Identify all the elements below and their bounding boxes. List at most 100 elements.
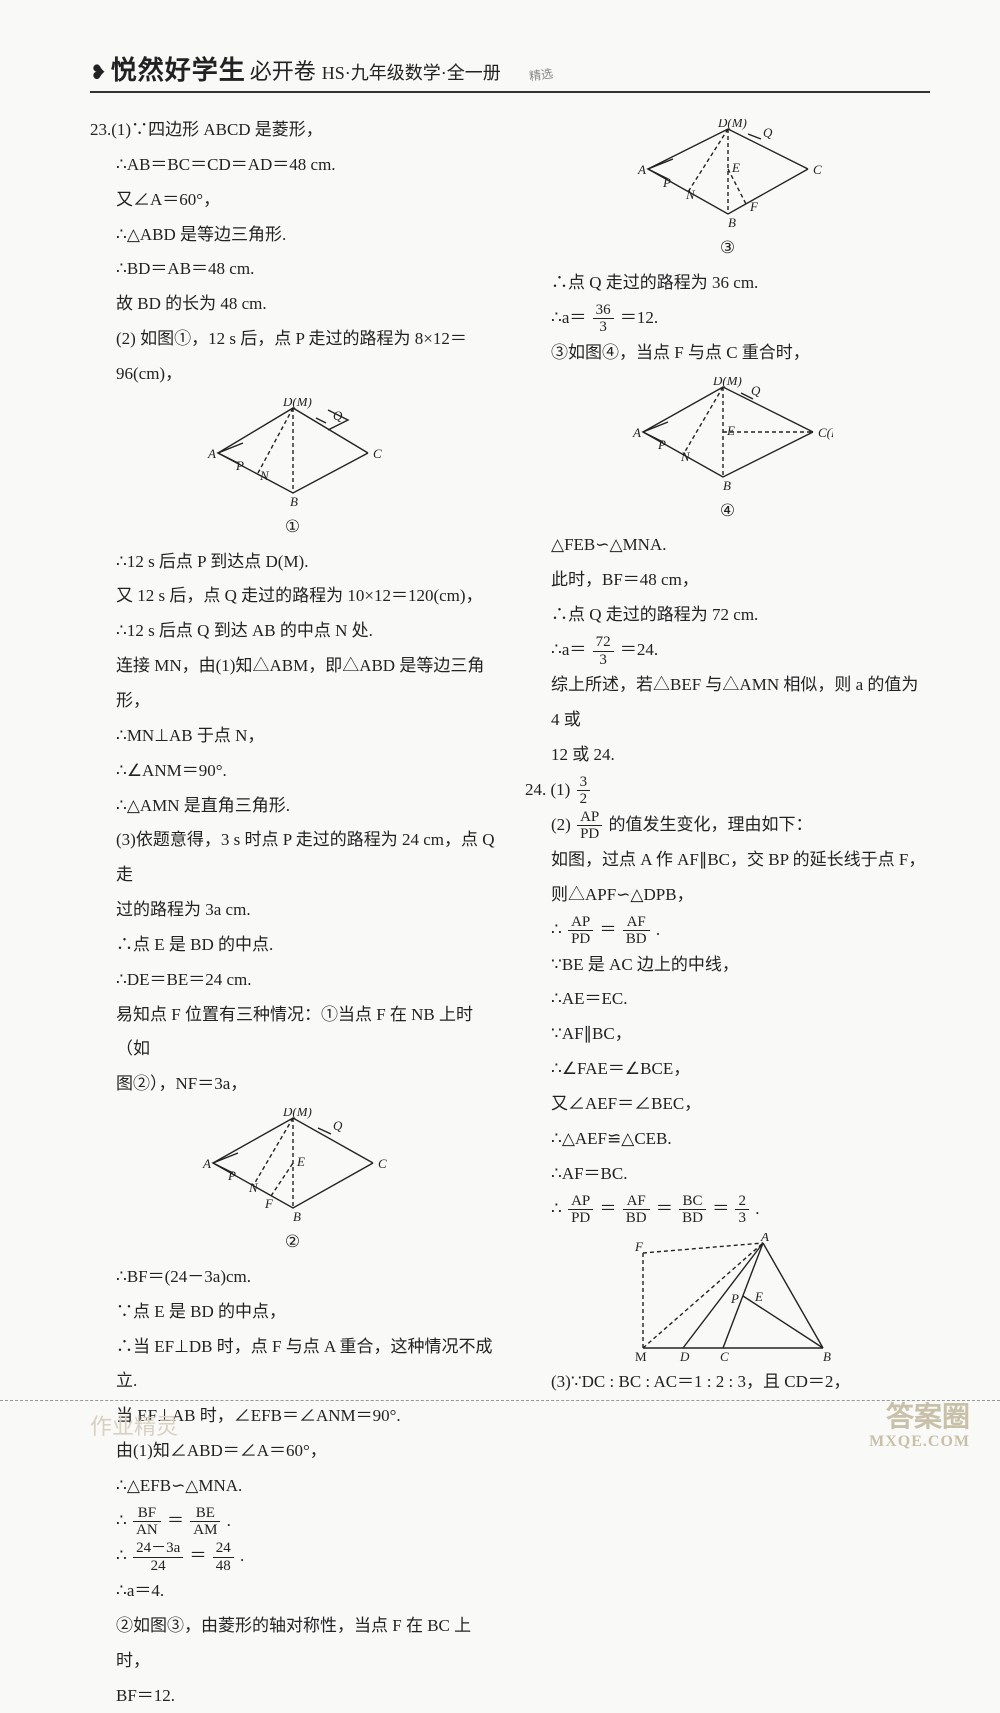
- q24-l5: ∴ APPD ＝ AFBD .: [525, 913, 930, 948]
- figure-3-label: ③: [525, 231, 930, 266]
- q23-l16: (3)依题意得，3 s 时点 P 走过的路程为 24 cm，点 Q 走: [90, 823, 495, 893]
- q23-l12: 连接 MN，由(1)知△ABM，即△ABD 是等边三角形，: [90, 649, 495, 719]
- left-column: 23.(1)∵四边形 ABCD 是菱形， ∴AB＝BC＝CD＝AD＝48 cm.…: [90, 113, 495, 1713]
- q23-l5: ∴BD＝AB＝48 cm.: [90, 252, 495, 287]
- svg-text:P: P: [227, 1168, 236, 1183]
- svg-text:B: B: [293, 1209, 301, 1223]
- q23-l7: (2) 如图①，12 s 后，点 P 走过的路程为 8×12＝: [90, 322, 495, 357]
- watermark: 答案圈 MXQE.COM: [869, 1403, 970, 1451]
- book-info: HS·九年级数学·全一册: [322, 59, 501, 85]
- svg-text:A: A: [760, 1233, 769, 1244]
- q23-l29: ∴ 24－3a24 ＝ 2448 .: [90, 1539, 495, 1574]
- r-l1: ∴点 Q 走过的路程为 36 cm.: [525, 266, 930, 301]
- svg-text:F: F: [264, 1196, 274, 1211]
- brand-title: 悦然好学生: [111, 50, 246, 87]
- svg-text:B: B: [823, 1349, 831, 1363]
- q23-l30: ∴a＝4.: [90, 1574, 495, 1609]
- svg-text:P: P: [730, 1291, 739, 1306]
- figure-4: A C(F) B D(M) P N E Q: [525, 377, 930, 492]
- svg-text:E: E: [726, 423, 735, 438]
- svg-text:F: F: [634, 1239, 644, 1254]
- figure-1-label: ①: [90, 510, 495, 545]
- right-column: A C B D(M) P N E F Q ③ ∴点 Q 走过的路程为 36 cm…: [525, 113, 930, 1713]
- svg-text:B: B: [723, 478, 731, 492]
- svg-text:A: A: [207, 446, 216, 461]
- r-l4: △FEB∽△MNA.: [525, 528, 930, 563]
- q23-l3: 又∠A＝60°，: [90, 183, 495, 218]
- leaf-icon: ❥: [90, 60, 107, 85]
- q24-l6: ∵BE 是 AC 边上的中线，: [525, 948, 930, 983]
- q23-l31: ②如图③，由菱形的轴对称性，当点 F 在 BC 上时，: [90, 1609, 495, 1679]
- svg-text:E: E: [731, 160, 740, 175]
- q24-l3: 如图，过点 A 作 AF∥BC，交 BP 的延长线于点 F，: [525, 843, 930, 878]
- q23-l22: ∴BF＝(24－3a)cm.: [90, 1260, 495, 1295]
- figure-3: A C B D(M) P N E F Q: [525, 119, 930, 229]
- q23-l23: ∵点 E 是 BD 的中点，: [90, 1295, 495, 1330]
- svg-text:P: P: [662, 175, 671, 190]
- q24-l10: 又∠AEF＝∠BEC，: [525, 1087, 930, 1122]
- svg-text:P: P: [235, 458, 244, 473]
- svg-text:E: E: [754, 1289, 763, 1304]
- figure-1: A C B D(M) P N Q: [90, 398, 495, 508]
- svg-text:C(F): C(F): [818, 425, 833, 440]
- svg-text:B: B: [290, 494, 298, 508]
- page-header: ❥ 悦然好学生 必开卷 HS·九年级数学·全一册 精选: [90, 50, 930, 93]
- q23-l28: ∴ BFAN ＝ BEAM .: [90, 1504, 495, 1539]
- figure-5: A F M D C B P E: [525, 1233, 930, 1363]
- header-badge: 精选: [519, 59, 562, 89]
- q23-l14: ∴∠ANM＝90°.: [90, 754, 495, 789]
- q23-l32: BF＝12.: [90, 1679, 495, 1713]
- r-l9: 12 或 24.: [525, 738, 930, 773]
- q23-l15: ∴△AMN 是直角三角形.: [90, 789, 495, 824]
- q23-l6: 故 BD 的长为 48 cm.: [90, 287, 495, 322]
- svg-text:A: A: [202, 1156, 211, 1171]
- q23-l10: 又 12 s 后，点 Q 走过的路程为 10×12＝120(cm)，: [90, 579, 495, 614]
- q23-l1: (1)∵四边形 ABCD 是菱形，: [111, 120, 323, 139]
- svg-text:D(M): D(M): [282, 398, 312, 409]
- svg-text:D(M): D(M): [717, 119, 747, 130]
- svg-text:N: N: [685, 187, 696, 202]
- svg-text:B: B: [728, 215, 736, 229]
- q23-l21: 图②），NF＝3a，: [90, 1067, 495, 1102]
- q23-l11: ∴12 s 后点 Q 到达 AB 的中点 N 处.: [90, 614, 495, 649]
- q23-l19: ∴DE＝BE＝24 cm.: [90, 963, 495, 998]
- q23-l9: ∴12 s 后点 P 到达点 D(M).: [90, 545, 495, 580]
- svg-text:A: A: [632, 425, 641, 440]
- svg-text:Q: Q: [751, 383, 761, 398]
- svg-text:N: N: [248, 1180, 259, 1195]
- svg-text:C: C: [813, 162, 822, 177]
- svg-text:D(M): D(M): [712, 377, 742, 388]
- svg-text:C: C: [373, 446, 382, 461]
- q23-l27: ∴△EFB∽△MNA.: [90, 1469, 495, 1504]
- q23-number: 23.: [90, 120, 111, 139]
- svg-text:Q: Q: [333, 408, 343, 423]
- svg-text:E: E: [296, 1154, 305, 1169]
- svg-text:D: D: [679, 1349, 690, 1363]
- watermark-url: MXQE.COM: [869, 1433, 970, 1451]
- q23-l8: 96(cm)，: [90, 357, 495, 392]
- q24-l13: ∴ APPD ＝ AFBD ＝ BCBD ＝ 23 .: [525, 1192, 930, 1227]
- content-columns: 23.(1)∵四边形 ABCD 是菱形， ∴AB＝BC＝CD＝AD＝48 cm.…: [90, 113, 930, 1713]
- r-l5: 此时，BF＝48 cm，: [525, 563, 930, 598]
- q24-l4: 则△APF∽△DPB，: [525, 878, 930, 913]
- q24-l12: ∴AF＝BC.: [525, 1157, 930, 1192]
- q23-l2: ∴AB＝BC＝CD＝AD＝48 cm.: [90, 148, 495, 183]
- r-l7: ∴a＝ 723 ＝24.: [525, 633, 930, 668]
- svg-text:C: C: [720, 1349, 729, 1363]
- svg-text:N: N: [680, 449, 691, 464]
- q23-l18: ∴点 E 是 BD 的中点.: [90, 928, 495, 963]
- svg-text:P: P: [657, 437, 666, 452]
- figure-2-label: ②: [90, 1225, 495, 1260]
- q23-l20: 易知点 F 位置有三种情况：①当点 F 在 NB 上时（如: [90, 998, 495, 1068]
- r-l2: ∴a＝ 363 ＝12.: [525, 301, 930, 336]
- q24-l7: ∴AE＝EC.: [525, 982, 930, 1017]
- svg-text:A: A: [637, 162, 646, 177]
- footer-brand: 作业精灵: [90, 1409, 178, 1441]
- q24-l2: (2) APPD 的值发生变化，理由如下：: [525, 808, 930, 843]
- q23-l13: ∴MN⊥AB 于点 N，: [90, 719, 495, 754]
- r-l3: ③如图④，当点 F 与点 C 重合时，: [525, 336, 930, 371]
- q24-l14: (3)∵DC : BC : AC＝1 : 2 : 3，且 CD＝2，: [525, 1365, 930, 1400]
- q24-l8: ∵AF∥BC，: [525, 1017, 930, 1052]
- svg-text:C: C: [378, 1156, 387, 1171]
- svg-text:F: F: [749, 199, 759, 214]
